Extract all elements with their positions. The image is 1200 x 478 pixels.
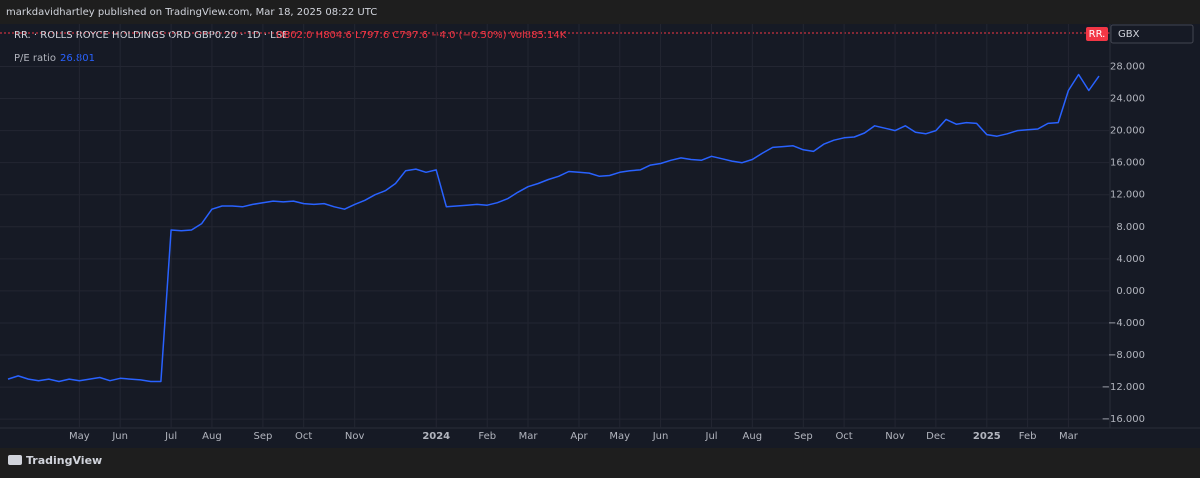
x-tick-label: 2025	[973, 431, 1001, 442]
y-tick-label: 28.000	[1110, 61, 1145, 72]
y-tick-label: 12.000	[1110, 190, 1145, 201]
x-tick-label: Jun	[111, 431, 128, 442]
y-tick-label: −4.000	[1108, 318, 1145, 329]
currency-box[interactable]	[1110, 24, 1194, 44]
x-tick-label: Aug	[743, 431, 763, 442]
grid: 28.000 24.000 20.000 16.000 12.000 8.000 4.000…	[0, 24, 1145, 442]
badge: RR.	[1089, 29, 1106, 40]
x-tick-label: Mar	[519, 431, 539, 442]
brand: TradingView	[26, 454, 102, 467]
series-line	[7, 73, 1100, 383]
currency[interactable]: GBX	[1118, 29, 1140, 40]
symbol: RR. · ROLLS ROYCE HOLDINGS ORD GBP0.20 ·…	[14, 30, 288, 41]
publish-info: markdavidhartley published on TradingVie…	[6, 7, 377, 18]
y-tick-label: 8.000	[1116, 222, 1145, 233]
legend-name: P/E ratio	[14, 53, 56, 64]
plot	[7, 73, 1100, 383]
x-tick-label: Jul	[164, 431, 177, 442]
x-tick-label: Oct	[835, 431, 852, 442]
y-tick-label: 0.000	[1116, 286, 1145, 297]
badge-bg	[1086, 27, 1108, 41]
y-tick-label: −8.000	[1108, 350, 1145, 361]
x-tick-label: Nov	[345, 431, 365, 442]
x-tick-label: Nov	[885, 431, 905, 442]
y-tick-label: 16.000	[1110, 158, 1145, 169]
x-tick-label: Jul	[705, 431, 718, 442]
brand-logo	[8, 455, 22, 465]
y-tick-label: 20.000	[1110, 126, 1145, 137]
y-tick-label: 24.000	[1110, 94, 1145, 105]
legend-value: 26.801	[60, 53, 95, 64]
x-tick-label: May	[609, 431, 630, 442]
y-tick-label: 4.000	[1116, 254, 1145, 265]
x-tick-label: Mar	[1059, 431, 1079, 442]
y-tick-label: −12.000	[1102, 382, 1145, 393]
x-tick-label: Feb	[478, 431, 496, 442]
x-tick-label: Oct	[295, 431, 312, 442]
x-tick-label: Aug	[202, 431, 222, 442]
x-tick-label: 2024	[422, 431, 450, 442]
ohlc: O802.0 H804.6 L797.6 C797.6 −4.0 (−0.50%…	[276, 30, 567, 41]
x-tick-label: Sep	[794, 431, 813, 442]
x-tick-label: Jun	[652, 431, 669, 442]
x-tick-label: Feb	[1019, 431, 1037, 442]
y-tick-label: −16.000	[1102, 414, 1145, 425]
x-tick-label: Dec	[926, 431, 945, 442]
footer	[0, 448, 1200, 474]
x-tick-label: Apr	[570, 431, 588, 442]
x-tick-label: Sep	[253, 431, 272, 442]
plot-background	[0, 24, 1200, 448]
x-tick-label: May	[69, 431, 90, 442]
